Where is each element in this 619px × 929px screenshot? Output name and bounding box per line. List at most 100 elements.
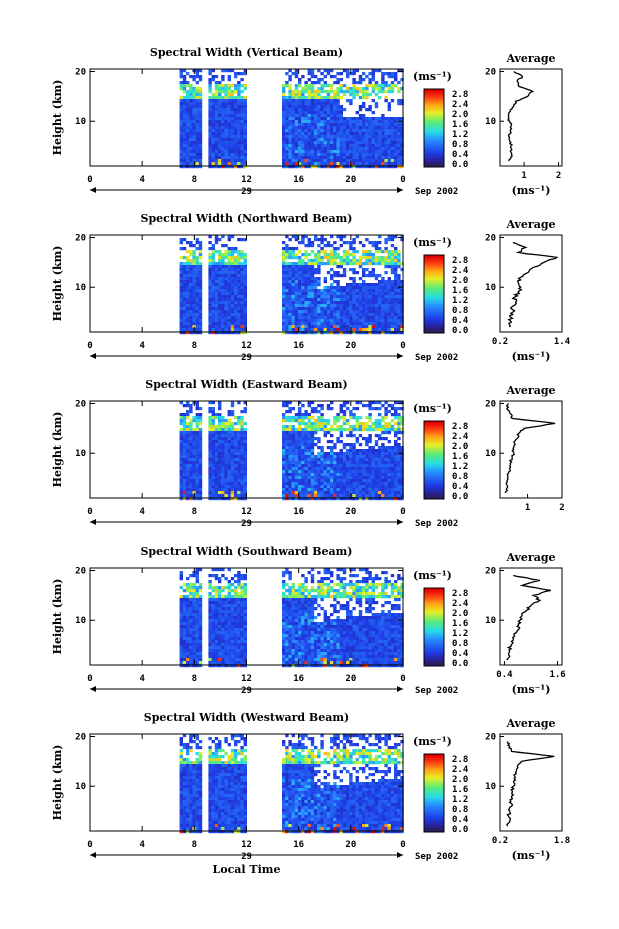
heatmap-cell bbox=[230, 289, 235, 293]
heatmap-cell bbox=[314, 117, 318, 121]
heatmap-cell bbox=[230, 476, 235, 480]
heatmap-cell bbox=[378, 470, 382, 474]
heatmap-cell bbox=[214, 262, 219, 266]
heatmap-cell bbox=[294, 452, 299, 456]
colorbar-swatch bbox=[424, 121, 444, 125]
heatmap-cell bbox=[218, 165, 222, 169]
heatmap-cell bbox=[390, 473, 395, 477]
heatmap-cell bbox=[394, 301, 398, 305]
heatmap-cell bbox=[397, 156, 401, 160]
colorbar-swatch bbox=[424, 318, 444, 322]
heatmap-cell bbox=[342, 464, 347, 468]
heatmap-cell bbox=[326, 452, 331, 456]
heatmap-cell bbox=[342, 253, 347, 257]
heatmap-cell bbox=[224, 93, 228, 97]
heatmap-cell bbox=[362, 105, 366, 109]
heatmap-cell bbox=[307, 265, 311, 269]
heatmap-cell bbox=[326, 310, 331, 314]
heatmap-cell bbox=[304, 461, 308, 465]
heatmap-cell bbox=[378, 283, 382, 287]
heatmap-cell bbox=[330, 126, 334, 130]
heatmap-cell bbox=[333, 310, 337, 314]
heatmap-cell bbox=[240, 431, 244, 435]
heatmap-cell bbox=[400, 129, 404, 133]
heatmap-cell bbox=[211, 159, 215, 163]
heatmap-cell bbox=[186, 117, 190, 121]
heatmap-cell bbox=[221, 265, 225, 269]
heatmap-cell bbox=[285, 126, 289, 130]
heatmap-cell bbox=[282, 428, 286, 432]
heatmap-cell bbox=[195, 162, 199, 166]
heatmap-cell bbox=[282, 159, 286, 163]
heatmap-cell bbox=[358, 96, 363, 100]
heatmap-cell bbox=[355, 138, 359, 142]
heatmap-cell bbox=[221, 310, 225, 314]
colorbar: 2.82.42.01.61.20.80.40.0 bbox=[423, 88, 469, 170]
heatmap-cell bbox=[192, 96, 196, 100]
heatmap-cell bbox=[320, 488, 324, 492]
heatmap-cell bbox=[298, 262, 302, 266]
heatmap-cell bbox=[240, 473, 244, 477]
heatmap-cell bbox=[339, 407, 343, 411]
heatmap-cell bbox=[208, 440, 212, 444]
heatmap-cell bbox=[186, 262, 190, 266]
heatmap-cell bbox=[288, 277, 292, 281]
heatmap-cell bbox=[198, 277, 203, 281]
heatmap-cell bbox=[326, 162, 331, 166]
heatmap-cell bbox=[358, 401, 363, 405]
heatmap-cell bbox=[371, 407, 375, 411]
heatmap-cell bbox=[384, 464, 388, 468]
heatmap-cell bbox=[310, 322, 315, 326]
heatmap-cell bbox=[310, 437, 315, 441]
heatmap-cell bbox=[310, 298, 315, 302]
heatmap-cell bbox=[240, 268, 244, 272]
heatmap-cell bbox=[349, 147, 353, 151]
heatmap-cell bbox=[182, 301, 187, 305]
heatmap-cell bbox=[218, 497, 222, 501]
heatmap-cell bbox=[182, 325, 187, 329]
heatmap-cell bbox=[195, 87, 199, 91]
heatmap-cell bbox=[330, 283, 334, 287]
heatmap-cell bbox=[368, 458, 372, 462]
heatmap-cell bbox=[381, 162, 385, 166]
heatmap-cell bbox=[330, 135, 334, 139]
heatmap-cell bbox=[195, 440, 199, 444]
heatmap-cell bbox=[198, 135, 203, 139]
heatmap-cell bbox=[400, 479, 404, 483]
heatmap-cell bbox=[298, 491, 302, 495]
heatmap-cell bbox=[211, 247, 215, 251]
heatmap-cell bbox=[230, 307, 235, 311]
heatmap-cell bbox=[358, 425, 363, 429]
heatmap-cell bbox=[221, 99, 225, 103]
heatmap-cell bbox=[330, 111, 334, 115]
heatmap-cell bbox=[179, 105, 183, 109]
heatmap-cell bbox=[288, 114, 292, 118]
heatmap-cell bbox=[186, 410, 190, 414]
heatmap-cell bbox=[336, 322, 340, 326]
heatmap-cell bbox=[198, 271, 203, 275]
heatmap-cell bbox=[368, 283, 372, 287]
heatmap-cell bbox=[288, 141, 292, 145]
heatmap-cell bbox=[243, 431, 247, 435]
heatmap-cell bbox=[320, 289, 324, 293]
heatmap-cell bbox=[186, 153, 190, 157]
heatmap-cell bbox=[208, 419, 212, 423]
heatmap-cell bbox=[330, 319, 334, 323]
heatmap-cell bbox=[224, 485, 228, 489]
heatmap-cell bbox=[214, 162, 219, 166]
heatmap-cell bbox=[365, 443, 369, 447]
heatmap-cell bbox=[291, 304, 295, 308]
heatmap-cell bbox=[208, 144, 212, 148]
heatmap-cell bbox=[358, 75, 363, 79]
heatmap-cell bbox=[224, 319, 228, 323]
heatmap-cell bbox=[355, 494, 359, 498]
colorbar-unit: (ms⁻¹) bbox=[413, 236, 452, 249]
heatmap-cell bbox=[333, 419, 337, 423]
average-frame bbox=[499, 400, 563, 499]
heatmap-cell bbox=[208, 69, 212, 73]
heatmap-cell bbox=[179, 455, 183, 459]
heatmap-cell bbox=[304, 464, 308, 468]
heatmap-cell bbox=[336, 428, 340, 432]
heatmap-cell bbox=[320, 162, 324, 166]
heatmap-cell bbox=[179, 494, 183, 498]
